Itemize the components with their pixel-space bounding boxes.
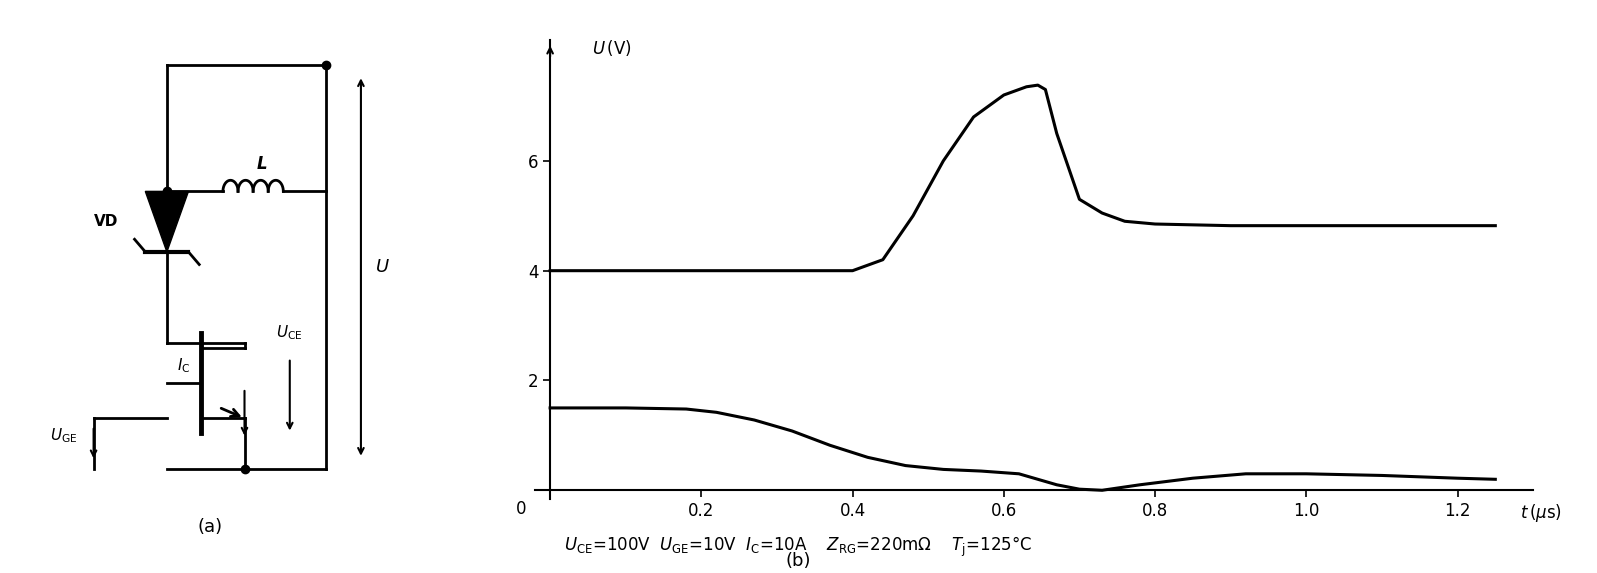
Text: (a): (a): [198, 517, 222, 536]
Text: $U\,\mathrm{(V)}$: $U\,\mathrm{(V)}$: [592, 38, 631, 58]
Text: VD: VD: [94, 214, 118, 229]
Text: $U_{\rm CE}$: $U_{\rm CE}$: [276, 323, 303, 342]
Polygon shape: [145, 191, 188, 252]
Text: L: L: [257, 155, 267, 172]
Text: 0: 0: [516, 500, 527, 518]
Text: (b): (b): [786, 552, 811, 570]
Text: $U_{\rm GE}$: $U_{\rm GE}$: [50, 426, 77, 445]
Text: $I_{\rm C}$: $I_{\rm C}$: [177, 356, 190, 375]
Text: $U$: $U$: [375, 258, 390, 276]
Text: $t\,(\mu\mathrm{s})$: $t\,(\mu\mathrm{s})$: [1520, 503, 1562, 524]
Text: $U_{\rm CE}$=100V  $U_{\rm GE}$=10V  $I_{\rm C}$=10A    $Z_{\rm RG}$=220m$\Omega: $U_{\rm CE}$=100V $U_{\rm GE}$=10V $I_{\…: [564, 535, 1033, 559]
